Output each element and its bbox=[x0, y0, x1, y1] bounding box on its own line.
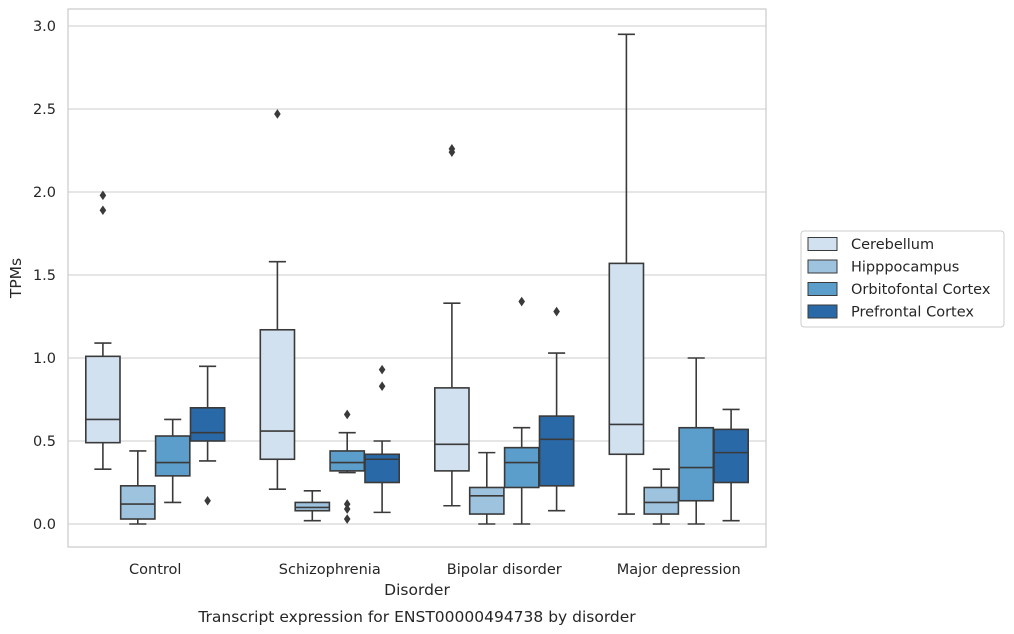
legend-frame bbox=[800, 230, 1005, 328]
y-tick-label: 0.0 bbox=[33, 517, 56, 533]
box-0-0 bbox=[84, 190, 121, 471]
x-tick-label: Bipolar disorder bbox=[447, 562, 562, 578]
outlier-point bbox=[99, 205, 107, 216]
box-0-3 bbox=[189, 365, 226, 506]
box-groups bbox=[84, 33, 750, 525]
outlier-point bbox=[343, 409, 351, 420]
outlier-point bbox=[204, 495, 211, 506]
box-iqr bbox=[189, 406, 226, 442]
outlier-point bbox=[274, 109, 281, 119]
y-tick-label: 3.0 bbox=[33, 19, 56, 35]
y-tick-label: 1.5 bbox=[33, 268, 56, 284]
box-iqr bbox=[643, 486, 680, 515]
box-1-0 bbox=[259, 109, 296, 490]
outlier-point bbox=[343, 504, 351, 514]
outlier-point bbox=[518, 296, 525, 307]
legend-label: Cerebellum bbox=[851, 237, 934, 253]
box-iqr bbox=[503, 446, 540, 489]
box-iqr bbox=[608, 262, 645, 456]
box-0-1 bbox=[119, 450, 156, 525]
outlier-point bbox=[378, 364, 386, 375]
box-iqr bbox=[329, 450, 366, 472]
box-iqr bbox=[713, 428, 750, 484]
legend-swatch bbox=[807, 304, 838, 319]
outlier-point bbox=[343, 514, 351, 524]
y-tick-label: 2.0 bbox=[33, 185, 56, 201]
box-iqr bbox=[259, 328, 296, 461]
outlier-point bbox=[553, 306, 560, 317]
legend-items: Cerebellum Hipppocampus Orbitofontal Corte… bbox=[807, 237, 991, 321]
x-tick-label: Major depression bbox=[617, 562, 741, 578]
box-iqr bbox=[538, 415, 575, 487]
legend-swatch bbox=[807, 237, 838, 251]
box-3-3 bbox=[713, 408, 750, 522]
box-1-1 bbox=[294, 489, 331, 522]
legend: Cerebellum Hipppocampus Orbitofontal Corte… bbox=[800, 230, 1005, 328]
x-tick-label: Control bbox=[129, 562, 181, 578]
box-2-0 bbox=[433, 144, 470, 507]
legend-swatch bbox=[807, 282, 838, 296]
box-1-2 bbox=[329, 409, 366, 524]
box-3-1 bbox=[643, 468, 680, 525]
x-tick-labels: Control Schizophrenia Bipolar disorder Majo… bbox=[129, 562, 741, 578]
chart-caption: Transcript expression for ENST0000049473… bbox=[197, 608, 636, 626]
box-0-2 bbox=[154, 418, 191, 504]
y-tick-label: 0.5 bbox=[33, 434, 56, 450]
outlier-point bbox=[378, 381, 386, 392]
legend-label: Orbitofontal Cortex bbox=[851, 282, 991, 298]
box-iqr bbox=[433, 387, 470, 472]
box-iqr bbox=[154, 435, 191, 477]
box-iqr bbox=[119, 485, 156, 520]
x-tick-label: Schizophrenia bbox=[279, 562, 381, 578]
box-iqr bbox=[678, 426, 715, 502]
y-tick-labels: 0.0 0.5 1.0 1.5 2.0 2.5 3.0 bbox=[33, 19, 56, 533]
outlier-point bbox=[343, 499, 351, 509]
y-tick-label: 2.5 bbox=[33, 102, 56, 118]
box-iqr bbox=[84, 355, 121, 444]
box-iqr bbox=[468, 486, 505, 515]
legend-label: Hipppocampus bbox=[851, 260, 959, 276]
outlier-point bbox=[99, 190, 107, 201]
box-iqr bbox=[294, 501, 331, 512]
legend-label: Prefrontal Cortex bbox=[851, 305, 974, 321]
legend-swatch bbox=[807, 259, 838, 274]
box-3-0 bbox=[608, 33, 645, 515]
box-2-2 bbox=[503, 296, 540, 525]
plot-frame bbox=[67, 8, 767, 548]
box-1-3 bbox=[364, 364, 401, 514]
box-2-1 bbox=[468, 451, 505, 525]
x-axis-title: Disorder bbox=[384, 581, 450, 599]
box-3-2 bbox=[678, 357, 715, 525]
outlier-point bbox=[448, 144, 456, 154]
box-2-3 bbox=[538, 306, 575, 512]
y-axis-title: TPMs bbox=[7, 258, 25, 299]
y-tick-label: 1.0 bbox=[33, 351, 56, 367]
